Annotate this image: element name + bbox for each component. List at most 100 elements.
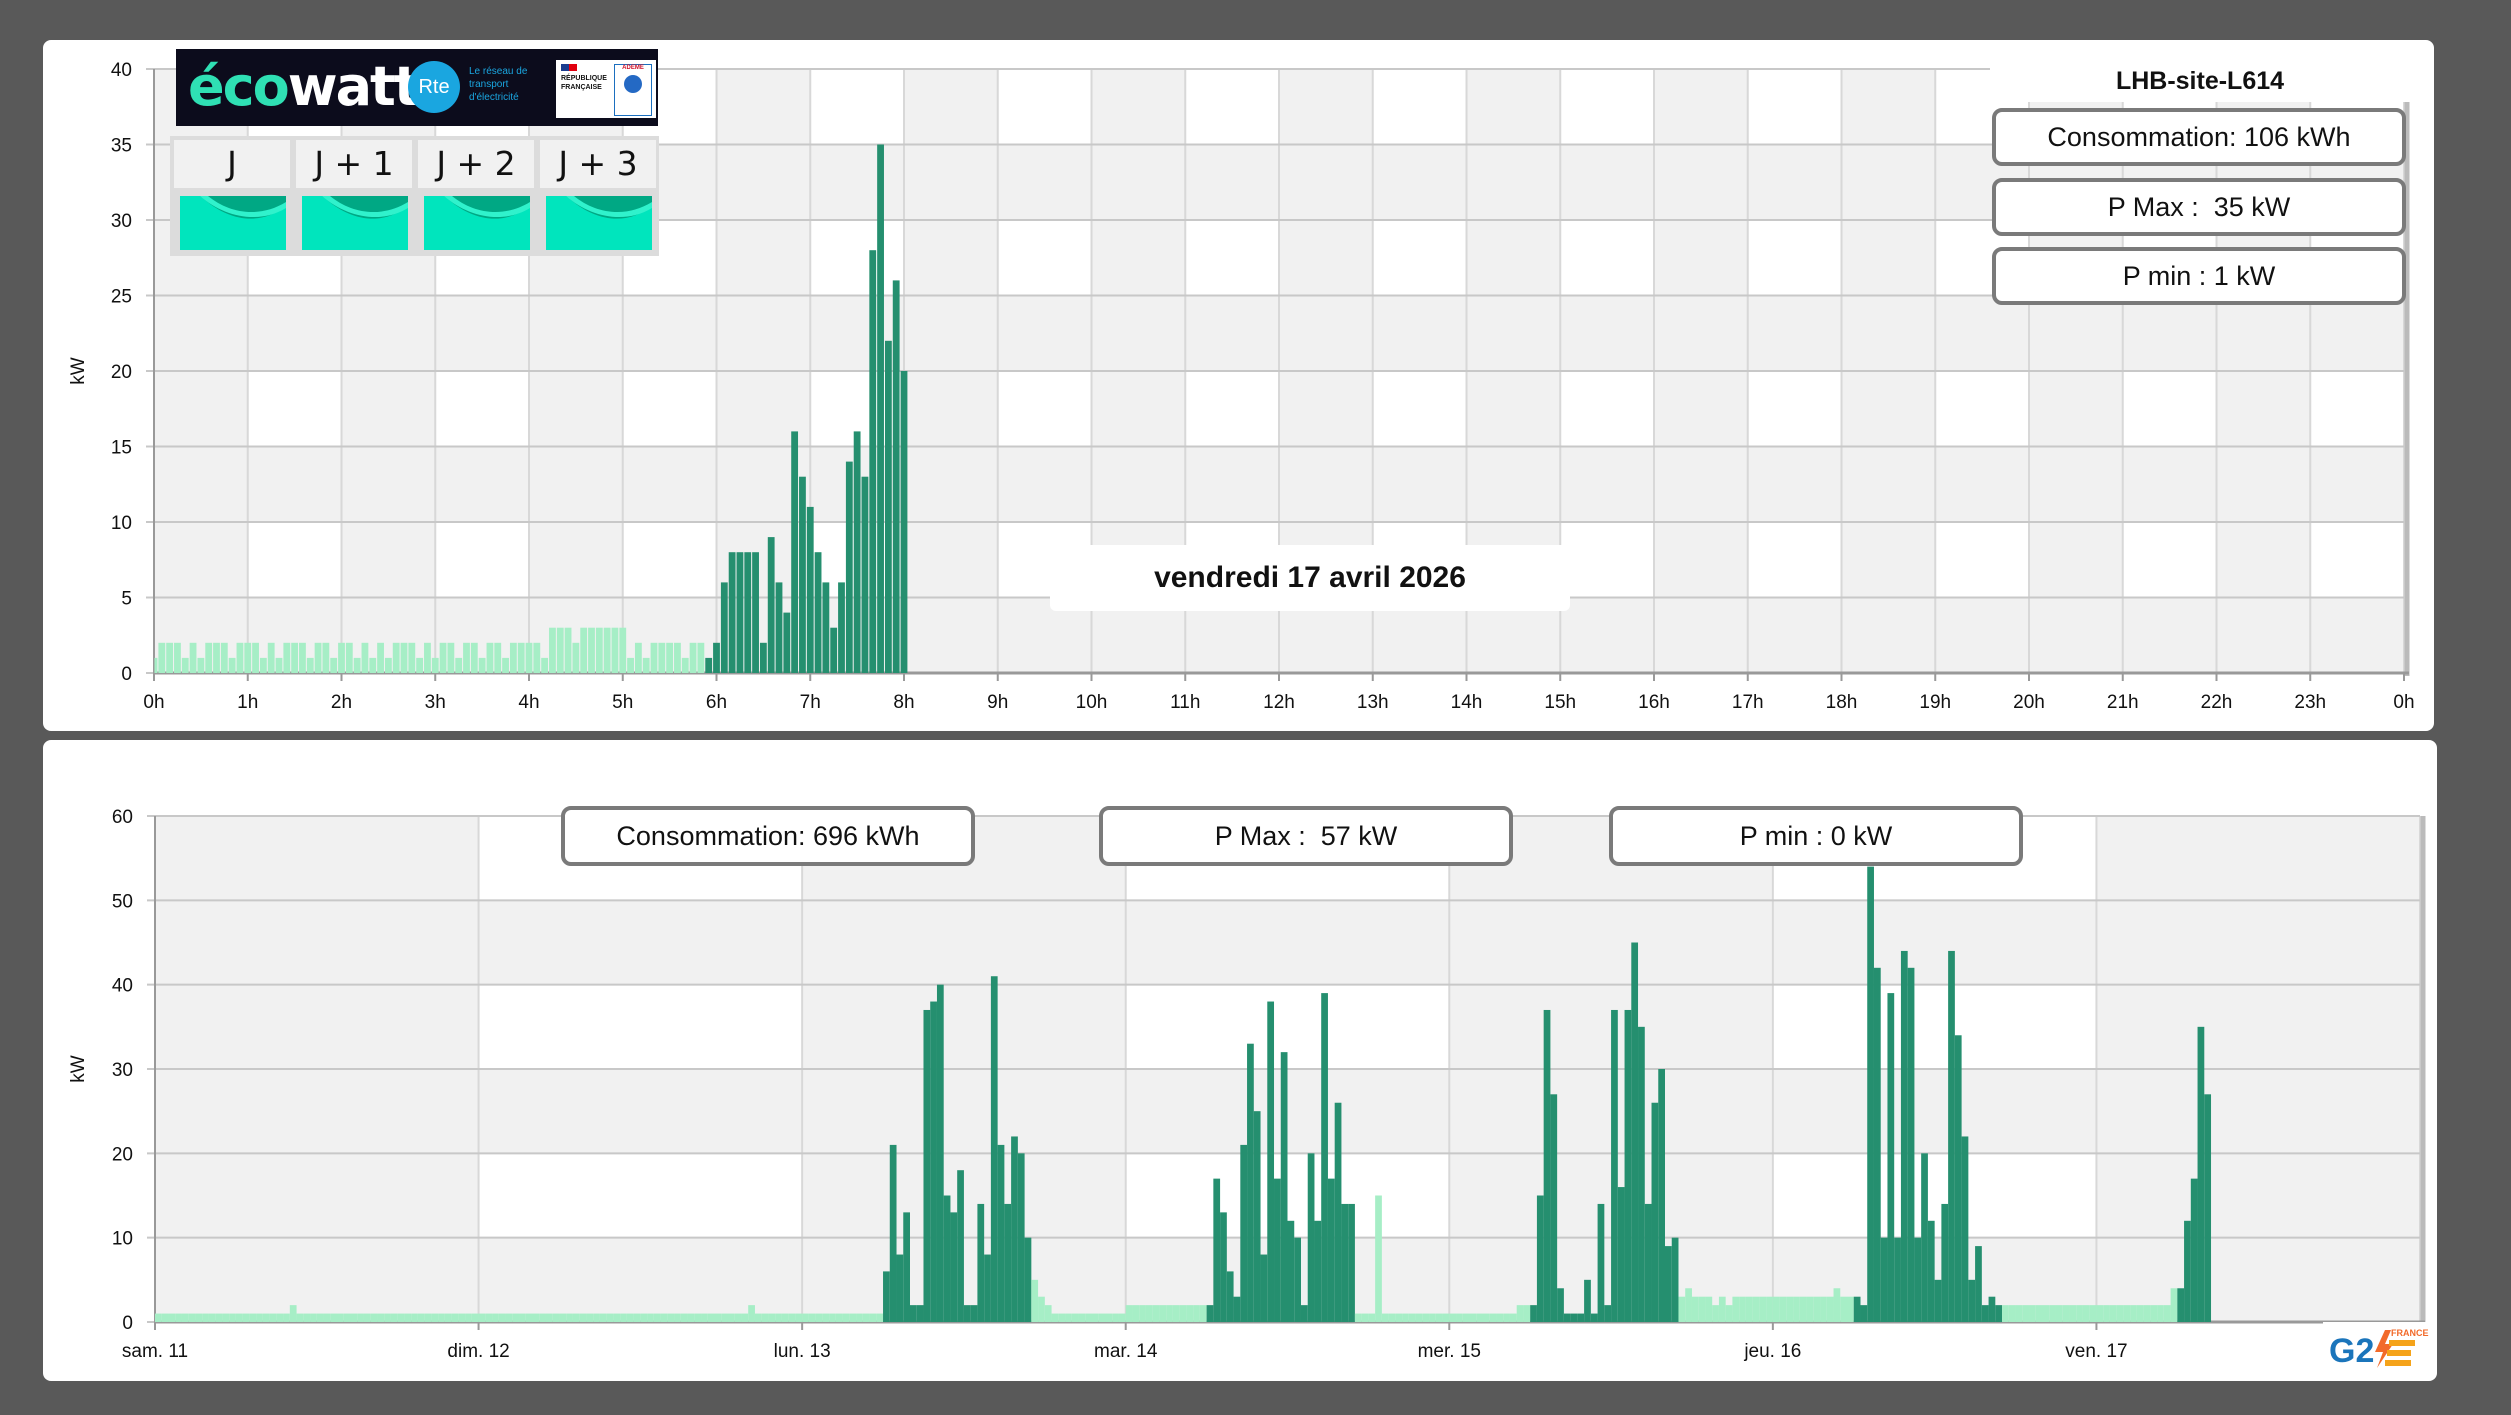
consumption-bar [267,642,275,673]
consumption-bar [397,1313,405,1322]
consumption-bar [369,657,377,673]
x-tick-label: 10h [1076,692,1108,713]
consumption-bar [1604,1305,1612,1322]
consumption-bar [1847,1296,1854,1322]
consumption-bar [633,1313,641,1322]
grid-band [154,371,248,447]
grid-band [529,371,623,447]
consumption-bar [1752,1296,1760,1322]
consumption-bar [1584,1279,1591,1322]
grid-band [341,371,436,447]
consumption-bar [2015,1305,2023,1322]
consumption-bar [262,1313,270,1322]
consumption-bar [222,1313,230,1322]
consumption-bar [990,976,998,1322]
grid-band [1279,220,1373,296]
consumption-bar [687,1313,695,1322]
consumption-bar [1044,1305,1052,1322]
week-chart: 0 10 20 30 40 50 60 sam. 11 dim. 12 lun. 13 mar. 1… [68,807,2426,1362]
consumption-bar [502,657,509,673]
consumption-bar [1523,1305,1531,1322]
consumption-bar [384,657,392,673]
consumption-bar [471,1313,479,1322]
grid-band [2096,984,2420,1069]
x-tick-label: 21h [2107,692,2139,713]
consumption-bar [1065,1313,1072,1322]
consumption-bar [188,1313,196,1322]
consumption-bar [647,1313,654,1322]
consumption-bar [627,657,634,673]
consumption-bar [1712,1305,1719,1322]
x-tick-label: 22h [2201,692,2233,713]
consumption-bar [424,1313,432,1322]
x-tick-label: 18h [1826,692,1858,713]
consumption-bar [1678,1296,1686,1322]
consumption-bar [658,642,666,673]
consumption-bar [634,642,642,673]
consumption-bar [1341,1203,1349,1322]
consumption-bar [314,642,322,673]
consumption-bar [579,1313,587,1322]
consumption-bar [283,1313,290,1322]
consumption-bar [1449,1313,1457,1322]
consumption-bar [1482,1313,1490,1322]
consumption-bar [795,1313,803,1322]
grid-band [2096,1153,2420,1238]
consumption-bar [2190,1178,2198,1322]
consumption-bar [1085,1313,1093,1322]
consumption-bar [451,1313,459,1322]
grid-band [1091,220,1186,296]
consumption-bar [1098,1313,1106,1322]
consumption-bar [1368,1313,1376,1322]
consumption-bar [1873,967,1881,1322]
consumption-bar [1078,1313,1086,1322]
consumption-bar [330,1313,338,1322]
consumption-bar [1665,1246,1672,1322]
consumption-bar [533,642,541,673]
consumption-bar [2136,1305,2144,1322]
consumption-bar [1354,1313,1362,1322]
rte-caption: Le réseau de transport d'électricité [469,66,528,103]
y-tick-label: 25 [111,287,132,308]
consumption-bar [1213,1178,1221,1322]
consumption-bar [291,642,299,673]
consumption-bar [330,657,338,673]
consumption-bar [580,627,588,673]
consumption-bar [549,627,556,673]
consumption-bar [1395,1313,1403,1322]
consumption-bar [566,1313,573,1322]
day-pmax-box: P Max : 35 kW [1992,178,2406,236]
consumption-bar [1253,1111,1261,1322]
consumption-bar [1139,1305,1146,1322]
consumption-bar [545,1313,553,1322]
consumption-bar [1408,1313,1416,1322]
consumption-bar [2082,1305,2090,1322]
consumption-bar [588,627,595,673]
ecowatt-logo: écowatt Rte Le réseau de transport d'éle… [176,49,658,126]
consumption-bar [299,642,306,673]
consumption-bar [1772,1296,1780,1322]
consumption-bar [1853,1296,1861,1322]
consumption-bar [1577,1313,1585,1322]
consumption-bar [525,642,533,673]
consumption-bar [674,1313,681,1322]
consumption-bar [1004,1203,1012,1322]
consumption-bar [1685,1288,1692,1322]
consumption-bar [838,582,845,673]
y-tick-label: 0 [122,1313,133,1334]
consumption-bar [236,642,244,673]
consumption-bar [2184,1220,2191,1322]
consumption-bar [714,1313,722,1322]
consumption-bar [759,642,767,673]
consumption-bar [1921,1153,1928,1322]
x-tick-label: jeu. 16 [1743,1341,1801,1362]
consumption-bar [748,1305,755,1322]
consumption-bar [1860,1305,1868,1322]
consumption-bar [963,1305,971,1322]
consumption-bar [323,1313,331,1322]
consumption-bar [1314,1220,1322,1322]
consumption-bar [861,476,869,673]
consumption-bar [869,250,877,673]
consumption-bar [2062,1305,2070,1322]
consumption-bar [1725,1305,1733,1322]
